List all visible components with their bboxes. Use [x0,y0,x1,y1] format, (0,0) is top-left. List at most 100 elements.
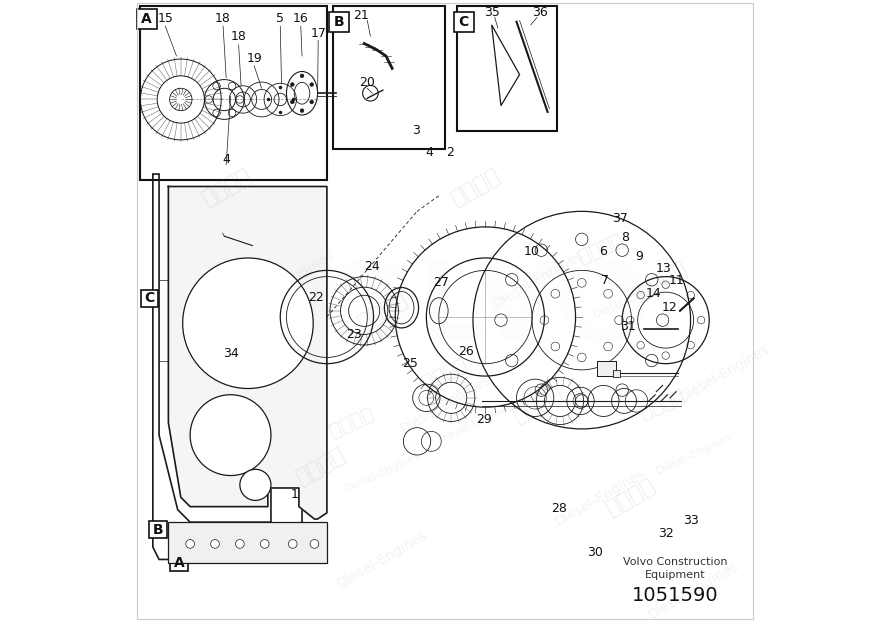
Text: 柴发动力: 柴发动力 [575,230,626,267]
Circle shape [300,74,303,78]
Text: 柴发动力: 柴发动力 [603,476,659,520]
Text: Diesel-Engines: Diesel-Engines [242,248,337,311]
Text: 22: 22 [308,291,324,304]
Text: 37: 37 [612,213,628,225]
FancyBboxPatch shape [141,290,158,307]
Text: 29: 29 [476,413,492,426]
Circle shape [240,469,271,501]
Text: 柴发动力: 柴发动力 [637,386,688,423]
Text: Diesel-Engines: Diesel-Engines [553,465,648,529]
Text: 柴发动力: 柴发动力 [420,354,470,391]
FancyBboxPatch shape [613,370,620,377]
Text: A: A [142,12,152,26]
Text: 21: 21 [353,9,369,21]
Text: Diesel-Engines: Diesel-Engines [250,276,329,320]
FancyBboxPatch shape [170,554,188,571]
Text: A: A [174,555,184,570]
Circle shape [236,540,244,548]
Text: 9: 9 [635,250,643,263]
Text: C: C [458,14,469,29]
Circle shape [186,540,195,548]
Text: 33: 33 [683,515,699,528]
Text: 26: 26 [457,345,473,358]
Text: 15: 15 [158,12,174,25]
Text: 2: 2 [446,146,454,159]
Text: Diesel-Engines: Diesel-Engines [646,559,741,622]
Circle shape [190,395,271,476]
Text: Diesel-Engines: Diesel-Engines [654,432,733,476]
FancyBboxPatch shape [457,6,557,131]
Text: 柴发动力: 柴发动力 [635,258,691,302]
Text: Diesel-Engines: Diesel-Engines [397,372,493,436]
Text: 34: 34 [222,347,239,360]
Circle shape [182,258,313,389]
Circle shape [290,82,295,86]
Text: 19: 19 [247,52,262,65]
Polygon shape [597,360,616,376]
Text: Diesel-Engines: Diesel-Engines [490,248,586,311]
Text: 35: 35 [483,6,499,18]
Text: B: B [334,14,344,29]
Text: 31: 31 [620,320,636,333]
FancyBboxPatch shape [150,521,166,538]
Text: Diesel-Engines: Diesel-Engines [336,528,431,591]
Text: 5: 5 [276,12,284,25]
Text: 4: 4 [222,153,231,166]
Text: 柴发动力: 柴发动力 [233,230,284,267]
Circle shape [310,540,319,548]
FancyBboxPatch shape [333,6,445,149]
Text: 柴发动力: 柴发动力 [448,164,505,209]
Text: 14: 14 [645,287,661,300]
Text: VOLVO: VOLVO [239,257,651,364]
Text: 28: 28 [551,502,567,515]
Text: 23: 23 [345,328,361,341]
FancyBboxPatch shape [454,12,473,31]
Text: 1051590: 1051590 [632,586,718,605]
Circle shape [261,540,269,548]
Text: 24: 24 [364,260,380,272]
Text: 柴发动力: 柴发动力 [327,404,377,442]
FancyBboxPatch shape [329,12,349,31]
Text: B: B [152,523,163,537]
Text: 11: 11 [668,274,684,287]
Circle shape [290,100,295,104]
Text: 16: 16 [293,12,309,25]
Text: Volvo Construction
Equipment: Volvo Construction Equipment [623,557,727,581]
Text: 7: 7 [602,274,610,287]
Text: Diesel-Engines: Diesel-Engines [592,276,671,320]
Text: 3: 3 [412,124,420,137]
Text: 32: 32 [658,527,674,540]
Text: 8: 8 [621,231,629,244]
Text: Diesel-Engines: Diesel-Engines [344,450,422,494]
Text: Diesel-Engines: Diesel-Engines [677,342,773,404]
Text: 17: 17 [311,27,326,40]
Text: 12: 12 [662,301,678,314]
Text: 18: 18 [231,30,247,43]
Circle shape [310,82,313,86]
Text: 25: 25 [401,357,417,370]
Text: 柴发动力: 柴发动力 [293,444,349,488]
Circle shape [211,540,219,548]
Text: 27: 27 [433,276,449,289]
Polygon shape [168,186,327,519]
Text: 36: 36 [531,6,547,18]
FancyBboxPatch shape [168,522,327,562]
Circle shape [288,540,297,548]
FancyBboxPatch shape [137,9,157,28]
Text: C: C [144,291,155,305]
Text: 30: 30 [587,545,603,559]
Text: 柴发动力: 柴发动力 [510,382,566,426]
FancyBboxPatch shape [141,6,327,181]
Circle shape [300,109,303,113]
Circle shape [310,100,313,104]
Text: 柴发动力: 柴发动力 [355,289,411,333]
Text: 6: 6 [599,245,607,259]
Text: 4: 4 [425,146,433,159]
Text: 10: 10 [524,245,540,259]
Text: 柴发动力: 柴发动力 [199,164,255,209]
Text: 18: 18 [215,12,231,25]
Text: 13: 13 [656,262,672,275]
Text: Diesel-Engines: Diesel-Engines [437,401,515,445]
Text: 20: 20 [360,75,376,89]
Text: 1: 1 [291,487,298,501]
